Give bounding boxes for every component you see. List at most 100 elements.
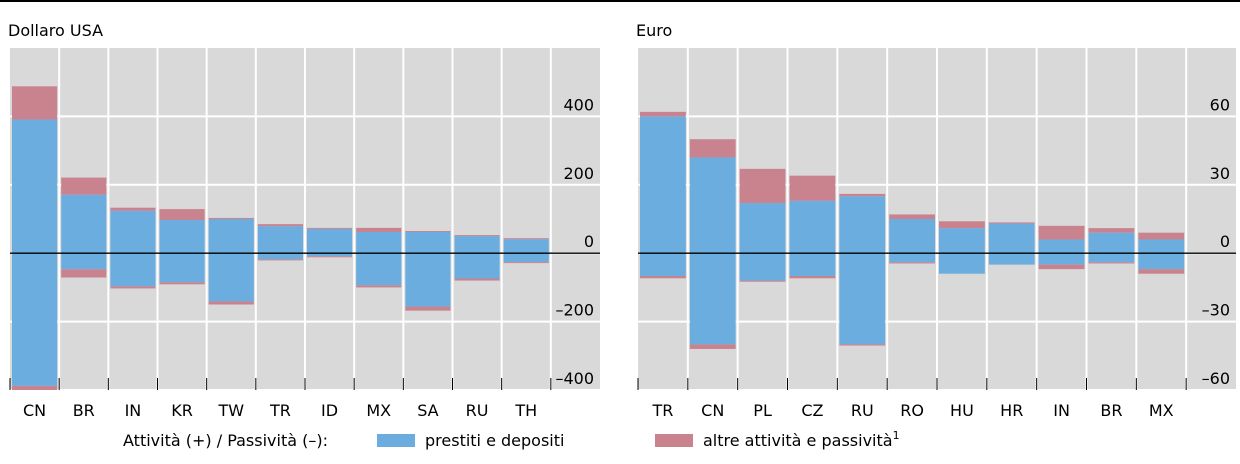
bar-segment <box>739 280 786 282</box>
bar-segment <box>689 344 736 349</box>
bar-segment <box>889 262 935 264</box>
bar-segment <box>159 282 205 285</box>
bar-segment <box>208 253 254 302</box>
bar-segment <box>839 193 886 197</box>
bar-segment <box>1138 269 1185 274</box>
bar-segment <box>503 239 549 254</box>
x-tick-label: TR <box>269 401 291 420</box>
bar-segment <box>159 209 205 221</box>
bar-segment <box>839 344 886 346</box>
bar-segment <box>889 219 935 254</box>
bar-segment <box>12 385 58 390</box>
bar-segment <box>1138 253 1185 270</box>
legend-label: altre attività e passività1 <box>703 429 900 450</box>
bar-segment <box>257 259 303 261</box>
bar-segment <box>640 116 686 254</box>
x-tick-label: RO <box>900 401 924 420</box>
bar-segment <box>307 253 353 257</box>
chart-title: Dollaro USA <box>8 21 103 40</box>
bar-segment <box>405 231 451 254</box>
bar-segment <box>356 227 402 232</box>
x-tick-label: ID <box>321 401 338 420</box>
x-tick-label: MX <box>1149 401 1174 420</box>
x-tick-label: BR <box>1100 401 1122 420</box>
bar-segment <box>939 253 985 274</box>
x-tick-label: MX <box>366 401 391 420</box>
bar-segment <box>61 253 107 270</box>
bar-segment <box>839 253 886 345</box>
legend-swatch <box>655 434 693 447</box>
bar-segment <box>110 207 156 211</box>
x-tick-label: KR <box>171 401 193 420</box>
bar-segment <box>159 253 205 283</box>
bar-segment <box>1088 232 1135 254</box>
bar-segment <box>789 200 836 254</box>
y-tick-label: 60 <box>1210 95 1230 114</box>
y-tick-label: 400 <box>563 95 594 114</box>
bar-segment <box>454 235 500 237</box>
bar-segment <box>689 139 736 158</box>
bar-segment <box>405 230 451 232</box>
bar-segment <box>1038 264 1085 270</box>
bar-segment <box>503 262 549 264</box>
bar-segment <box>939 221 985 229</box>
legend-swatch <box>377 434 415 447</box>
bar-segment <box>257 224 303 227</box>
bar-segment <box>12 86 58 120</box>
y-tick-label: –200 <box>555 301 594 320</box>
bar-segment <box>789 276 836 279</box>
bar-segment <box>12 119 58 254</box>
bar-segment <box>61 269 107 278</box>
legend-name: altre attività e passività <box>703 431 893 450</box>
bar-segment <box>208 219 254 254</box>
legend-label: prestiti e depositi <box>425 431 564 450</box>
bar-segment <box>110 210 156 254</box>
bar-segment <box>110 253 156 287</box>
bar-segment <box>640 276 686 279</box>
bar-segment <box>110 286 156 289</box>
bar-segment <box>208 301 254 305</box>
bar-segment <box>12 253 58 386</box>
bar-segment <box>1088 262 1135 264</box>
bar-segment <box>61 194 107 254</box>
x-tick-label: CN <box>23 401 46 420</box>
bar-segment <box>889 214 935 219</box>
bar-segment <box>939 228 985 254</box>
bar-segment <box>503 238 549 240</box>
x-tick-label: PL <box>753 401 772 420</box>
bar-segment <box>503 253 549 263</box>
bar-segment <box>889 253 935 263</box>
bar-segment <box>307 256 353 258</box>
bar-segment <box>689 253 736 345</box>
bar-segment <box>405 253 451 307</box>
bar-segment <box>839 196 886 254</box>
bar-segment <box>405 306 451 311</box>
bar-segment <box>640 253 686 276</box>
bar-segment <box>454 278 500 281</box>
x-tick-label: SA <box>417 401 438 420</box>
x-tick-label: CN <box>701 401 724 420</box>
bar-segment <box>356 253 402 286</box>
y-tick-label: –400 <box>555 369 594 388</box>
bar-segment <box>257 253 303 260</box>
bar-segment <box>208 217 254 219</box>
bar-segment <box>988 222 1035 224</box>
y-tick-label: 30 <box>1210 164 1230 183</box>
bar-segment <box>988 253 1035 265</box>
bar-segment <box>1088 253 1135 263</box>
y-tick-label: –60 <box>1202 369 1230 388</box>
y-tick-label: –30 <box>1202 301 1230 320</box>
x-tick-label: TW <box>217 401 244 420</box>
y-tick-label: 0 <box>584 232 594 251</box>
bar-segment <box>1038 225 1085 240</box>
legend-title: Attività (+) / Passività (–): <box>123 431 328 450</box>
bar-segment <box>739 168 786 204</box>
bar-segment <box>454 236 500 254</box>
bar-segment <box>61 177 107 195</box>
bar-segment <box>159 220 205 254</box>
bar-segment <box>789 175 836 201</box>
bar-segment <box>1138 239 1185 254</box>
x-tick-label: IN <box>125 401 142 420</box>
legend-name: prestiti e depositi <box>425 431 564 450</box>
